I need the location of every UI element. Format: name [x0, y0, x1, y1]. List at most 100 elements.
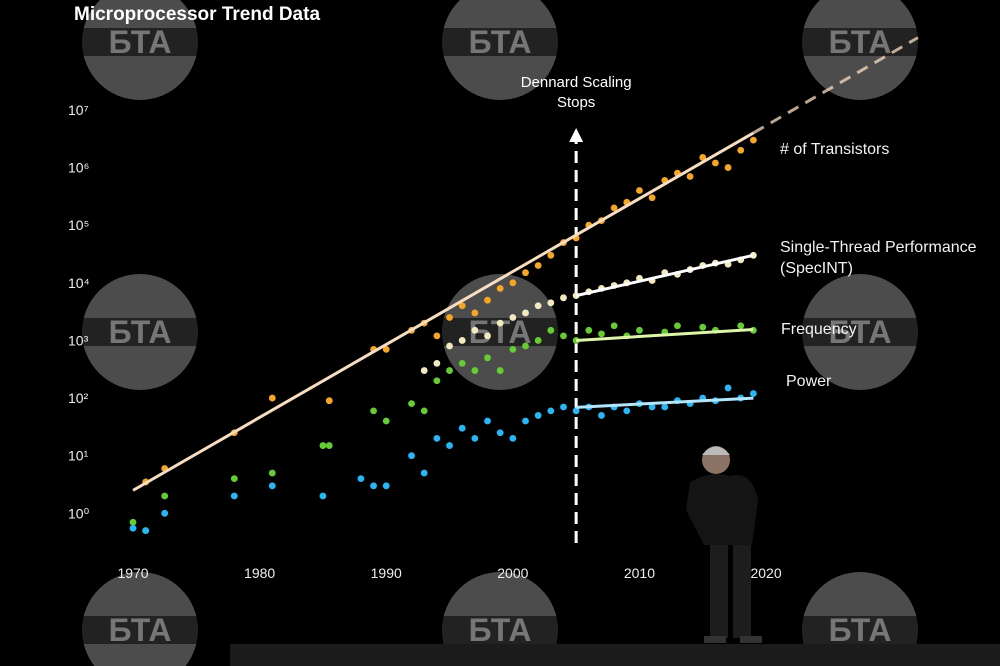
data-point: [522, 309, 529, 317]
data-point: [749, 136, 757, 144]
data-point: [509, 434, 517, 442]
data-point: [230, 492, 238, 500]
data-point: [458, 359, 466, 367]
y-tick-label: 10⁴: [68, 275, 90, 291]
watermark-band: [798, 616, 922, 644]
y-tick-label: 10¹: [68, 448, 89, 464]
trend-line: [576, 327, 754, 342]
stage: [230, 446, 1000, 666]
x-tick-label: 2010: [624, 565, 655, 581]
data-point: [636, 326, 643, 334]
data-point: [433, 434, 441, 442]
data-point: [325, 442, 333, 449]
presenter-shoe: [704, 636, 726, 643]
data-point: [408, 400, 415, 408]
data-point: [420, 407, 428, 415]
watermark-text: БТА: [109, 314, 172, 350]
legend-entry: Single-Thread Performance (SpecINT): [780, 239, 977, 277]
data-point: [142, 527, 150, 535]
data-point: [560, 294, 567, 302]
watermarks: БТА БТА БТА БТА БТА БТА БТА БТА БТА: [78, 0, 922, 666]
chart-title: Microprocessor Trend Data: [74, 4, 321, 25]
data-point: [522, 269, 529, 277]
data-point: [572, 337, 580, 344]
data-point: [712, 159, 719, 167]
watermark-band: [78, 28, 202, 56]
x-tick-label: 1980: [244, 565, 275, 581]
presenter-jacket: [686, 474, 758, 545]
data-point: [572, 407, 580, 415]
data-point: [724, 384, 732, 392]
y-tick-label: 10²: [68, 390, 89, 406]
stage-floor: [230, 644, 1000, 666]
watermark-text: БТА: [109, 24, 172, 60]
data-point: [408, 452, 415, 460]
annotation-arrow: [569, 128, 584, 142]
x-tick-label: 2020: [750, 565, 781, 581]
data-point: [724, 164, 732, 171]
data-point: [433, 332, 441, 340]
data-point: [129, 518, 137, 526]
data-point: [458, 337, 466, 344]
data-point: [534, 302, 542, 310]
watermark-band: [78, 616, 202, 644]
data-point: [420, 367, 428, 374]
data-point: [598, 412, 605, 419]
data-point: [446, 367, 453, 374]
watermark-text: БТА: [469, 24, 532, 60]
data-point: [509, 279, 517, 287]
data-point: [737, 322, 745, 330]
data-point: [357, 475, 365, 483]
data-point: [534, 412, 542, 419]
data-point: [446, 314, 453, 321]
data-point: [446, 442, 453, 449]
data-point: [496, 367, 504, 374]
data-point: [484, 354, 491, 362]
data-point: [509, 314, 517, 321]
data-point: [382, 417, 390, 425]
plot-area: 10⁰ 10¹ 10² 10³ 10⁴ 10⁵ 10⁶ 10⁷ 1970 1980 1990 2000…: [68, 36, 919, 581]
watermark-text: БТА: [469, 612, 532, 648]
data-point: [471, 367, 479, 374]
watermark-text: БТА: [829, 24, 892, 60]
data-point: [319, 492, 327, 500]
presenter-hair: [702, 446, 730, 455]
annotation: Dennard Scaling Stops: [520, 74, 632, 111]
data-point: [509, 345, 517, 353]
data-point: [648, 403, 656, 411]
data-point: [496, 429, 504, 437]
x-tick-label: 2000: [497, 565, 528, 581]
trend-line: [576, 396, 754, 409]
data-point: [433, 359, 441, 367]
data-point: [636, 187, 643, 194]
data-point: [161, 509, 169, 517]
data-point: [737, 146, 745, 154]
data-point: [370, 482, 377, 490]
data-point: [484, 332, 491, 340]
data-point: [268, 394, 276, 402]
data-point: [547, 407, 555, 415]
watermark-text: БТА: [109, 612, 172, 648]
data-point: [370, 407, 377, 415]
data-point: [699, 154, 707, 161]
watermark-text: БТА: [829, 314, 892, 350]
data-point: [547, 326, 555, 334]
data-point: [161, 492, 169, 500]
data-point: [699, 323, 707, 331]
x-tick-label: 1990: [371, 565, 402, 581]
data-point: [129, 524, 137, 532]
data-point: [598, 330, 605, 338]
data-point: [522, 417, 529, 425]
data-point: [268, 469, 276, 477]
data-point: [610, 322, 618, 330]
legend-entry: # of Transistors: [780, 141, 890, 158]
watermark-band: [438, 616, 562, 644]
data-point: [433, 377, 441, 385]
y-tick-label: 10⁶: [68, 160, 89, 176]
data-point: [534, 337, 542, 344]
data-point: [471, 309, 479, 317]
data-point: [496, 319, 504, 327]
data-point: [471, 326, 479, 334]
data-point: [661, 403, 669, 411]
